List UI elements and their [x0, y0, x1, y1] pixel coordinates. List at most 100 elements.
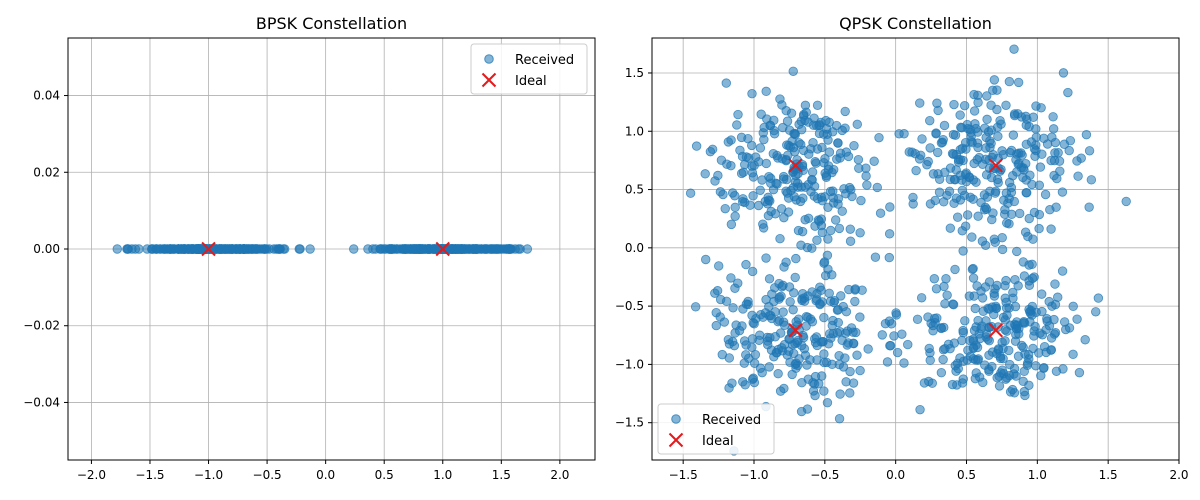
qpsk-received-point [925, 355, 935, 366]
qpsk-received-point [714, 261, 724, 271]
qpsk-axes-frame [651, 37, 1180, 461]
qpsk-received-point [944, 186, 955, 197]
qpsk-y-tick-label-6: 1.5 [625, 66, 644, 80]
qpsk-received-point [852, 119, 862, 130]
qpsk-received-point [765, 333, 775, 343]
qpsk-received-point [735, 145, 745, 156]
bpsk-received-point [429, 244, 440, 254]
qpsk-received-point [812, 355, 822, 365]
qpsk-received-point [938, 354, 948, 365]
qpsk-received-point [837, 206, 847, 216]
qpsk-received-point [800, 100, 811, 111]
qpsk-received-point [940, 299, 950, 309]
qpsk-received-point [955, 170, 966, 180]
qpsk-received-point [731, 320, 741, 330]
bpsk-legend-received-label: Received [515, 53, 574, 68]
qpsk-received-point [773, 369, 783, 379]
qpsk-received-point [779, 383, 789, 394]
qpsk-received-point [950, 360, 961, 371]
qpsk-received-point [968, 334, 978, 344]
qpsk-legend-received-label: Received [702, 413, 761, 428]
qpsk-received-point [755, 185, 765, 196]
qpsk-received-point [833, 199, 843, 209]
qpsk-received-point [992, 85, 1002, 95]
qpsk-received-point [758, 312, 768, 322]
qpsk-received-point [812, 144, 823, 154]
qpsk-received-point [799, 296, 810, 306]
qpsk-received-point [777, 346, 788, 356]
qpsk-received-point [770, 283, 780, 293]
qpsk-received-point [904, 147, 914, 157]
qpsk-received-point [793, 178, 803, 188]
qpsk-received-point [1068, 349, 1078, 360]
qpsk-received-point [728, 303, 738, 313]
qpsk-received-point [958, 325, 968, 336]
qpsk-received-point [797, 161, 808, 172]
qpsk-received-point [1084, 202, 1094, 212]
qpsk-received-point [1050, 279, 1060, 289]
qpsk-x-tick-label-5: 1.0 [1028, 468, 1047, 482]
qpsk-received-point [912, 314, 923, 325]
qpsk-received-point [785, 297, 795, 307]
bpsk-y-tick-label-1: −0.02 [23, 319, 60, 333]
qpsk-received-point [749, 160, 759, 171]
qpsk-received-point [800, 115, 810, 126]
qpsk-received-point [885, 341, 895, 351]
qpsk-received-point [836, 291, 846, 301]
bpsk-received-point [177, 244, 187, 254]
qpsk-received-point [884, 252, 895, 263]
qpsk-received-point [816, 285, 826, 296]
qpsk-received-point [711, 320, 721, 331]
qpsk-received-point [1029, 331, 1039, 341]
qpsk-received-point [841, 377, 851, 387]
qpsk-x-ticks: −1.5 −1.0 −0.5 0.0 0.5 1.0 1.5 2.0 [669, 460, 1189, 482]
bpsk-legend-ideal-marker [481, 72, 497, 88]
qpsk-received-point [834, 223, 845, 234]
qpsk-received-point [968, 175, 979, 185]
qpsk-received-point [802, 404, 813, 414]
qpsk-chart-title: QPSK Constellation [839, 14, 992, 33]
qpsk-received-point [1012, 149, 1022, 159]
qpsk-received-point [966, 136, 976, 146]
qpsk-received-point [767, 313, 777, 324]
qpsk-received-point [947, 148, 958, 159]
qpsk-received-point [756, 109, 766, 119]
qpsk-received-point [779, 212, 789, 223]
bpsk-ideal-points [201, 241, 450, 257]
qpsk-ideal-points [788, 158, 1004, 338]
bpsk-received-point [522, 244, 533, 254]
qpsk-received-point [741, 350, 751, 360]
qpsk-received-point [748, 318, 758, 328]
qpsk-received-point [1037, 149, 1047, 159]
qpsk-received-point [1121, 196, 1131, 207]
qpsk-received-point [854, 163, 864, 173]
qpsk-received-point [985, 186, 995, 197]
qpsk-received-point [838, 362, 849, 372]
qpsk-received-point [997, 244, 1008, 255]
qpsk-received-point [939, 322, 949, 333]
qpsk-received-point [939, 281, 949, 292]
qpsk-received-point [963, 123, 973, 134]
qpsk-received-point [997, 232, 1007, 243]
qpsk-y-tick-label-4: 0.5 [625, 183, 644, 197]
bpsk-x-tick-label-2: −1.0 [194, 468, 223, 482]
qpsk-received-point [1072, 314, 1082, 324]
qpsk-received-point [960, 316, 970, 326]
qpsk-received-point [1019, 271, 1030, 281]
qpsk-received-point [908, 192, 918, 203]
qpsk-received-point [759, 134, 769, 145]
qpsk-received-point [1039, 341, 1050, 352]
qpsk-x-tick-label-0: −1.5 [669, 468, 698, 482]
qpsk-received-point [951, 193, 962, 203]
qpsk-received-point [942, 290, 952, 300]
qpsk-received-point [1024, 121, 1034, 132]
qpsk-received-point [820, 270, 831, 281]
qpsk-y-tick-label-5: 1.0 [625, 124, 644, 138]
qpsk-received-point [774, 292, 785, 303]
qpsk-received-point [685, 188, 696, 198]
qpsk-received-point [833, 138, 843, 148]
qpsk-received-point [840, 353, 850, 363]
qpsk-x-tick-label-1: −1.0 [739, 468, 768, 482]
qpsk-received-point [992, 280, 1002, 291]
bpsk-received-point [112, 244, 122, 254]
